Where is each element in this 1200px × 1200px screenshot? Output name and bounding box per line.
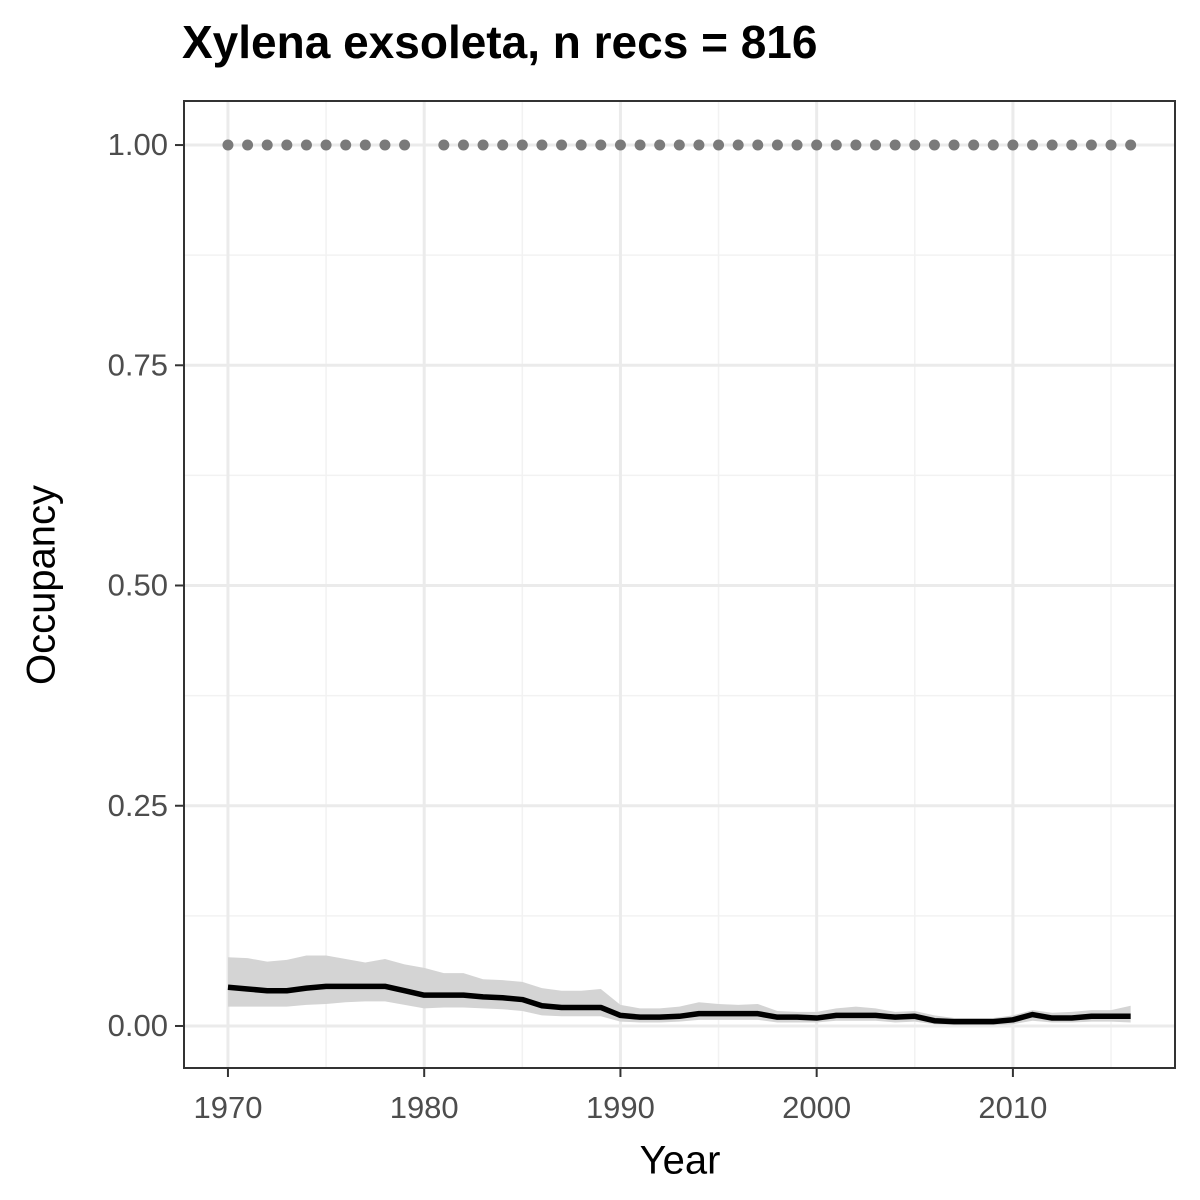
point [850, 139, 862, 151]
point [438, 139, 450, 151]
x-tick-label: 1980 [390, 1090, 459, 1125]
point [1066, 139, 1078, 151]
point [399, 139, 411, 151]
point [654, 139, 666, 151]
point [928, 139, 940, 151]
y-tick-label: 0.75 [108, 347, 168, 382]
point [261, 139, 273, 151]
point [870, 139, 882, 151]
point [477, 139, 489, 151]
x-axis-label: Year [640, 1139, 721, 1183]
point [320, 139, 332, 151]
point [771, 139, 783, 151]
point [948, 139, 960, 151]
point [457, 139, 469, 151]
y-tick-label: 0.25 [108, 788, 168, 823]
y-tick-label: 0.00 [108, 1008, 168, 1043]
point [1046, 139, 1058, 151]
point [340, 139, 352, 151]
x-tick-label: 1990 [586, 1090, 655, 1125]
point [1125, 139, 1137, 151]
point [909, 139, 921, 151]
point [752, 139, 764, 151]
point [575, 139, 587, 151]
x-tick-label: 2000 [782, 1090, 851, 1125]
point [1105, 139, 1117, 151]
point [1085, 139, 1097, 151]
point [968, 139, 980, 151]
point [222, 139, 234, 151]
point [379, 139, 391, 151]
point [1007, 139, 1019, 151]
x-tick-label: 2010 [978, 1090, 1047, 1125]
point [987, 139, 999, 151]
point [536, 139, 548, 151]
point [811, 139, 823, 151]
point [281, 139, 293, 151]
point [634, 139, 646, 151]
point [693, 139, 705, 151]
point [791, 139, 803, 151]
point [1027, 139, 1039, 151]
point [595, 139, 607, 151]
chart-title: Xylena exsoleta, n recs = 816 [182, 16, 817, 68]
point [300, 139, 312, 151]
point [830, 139, 842, 151]
point [242, 139, 254, 151]
y-tick-label: 0.50 [108, 568, 168, 603]
point [556, 139, 568, 151]
line [227, 983, 1131, 1025]
point [673, 139, 685, 151]
x-tick-label: 1970 [193, 1090, 262, 1125]
point [889, 139, 901, 151]
point [516, 139, 528, 151]
y-axis-label: Occupancy [20, 485, 64, 685]
y-tick-label: 1.00 [108, 127, 168, 162]
point [359, 139, 371, 151]
point [713, 139, 725, 151]
point [497, 139, 509, 151]
point [614, 139, 626, 151]
point [732, 139, 744, 151]
plot-border [183, 100, 1176, 1069]
